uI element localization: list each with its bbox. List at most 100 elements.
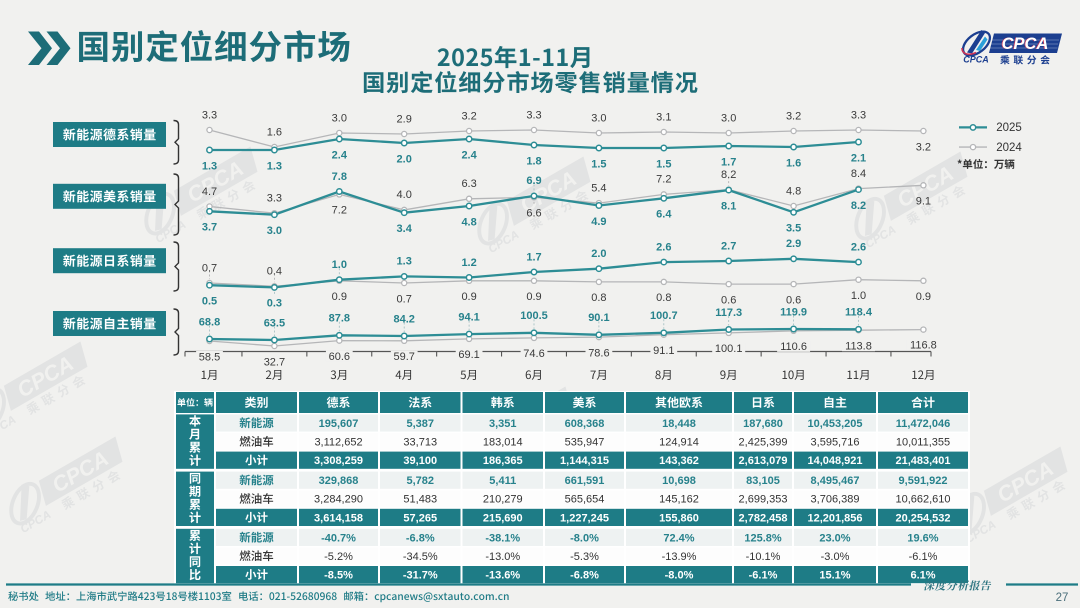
svg-text:7.2: 7.2 xyxy=(332,205,347,217)
svg-text:8,495,467: 8,495,467 xyxy=(811,475,860,487)
svg-text:3,284,290: 3,284,290 xyxy=(314,494,363,506)
svg-text:2.9: 2.9 xyxy=(397,113,412,125)
svg-text:27: 27 xyxy=(1056,592,1069,604)
svg-text:90.1: 90.1 xyxy=(588,312,609,324)
svg-text:0.9: 0.9 xyxy=(461,291,476,303)
svg-text:69.1: 69.1 xyxy=(458,349,479,361)
svg-text:118.4: 118.4 xyxy=(845,307,873,319)
svg-text:5,782: 5,782 xyxy=(406,475,434,487)
svg-text:2024: 2024 xyxy=(996,142,1022,154)
svg-text:6.9: 6.9 xyxy=(526,175,541,187)
svg-text:-6.8%: -6.8% xyxy=(406,532,435,544)
svg-text:10,011,355: 10,011,355 xyxy=(896,437,950,449)
svg-text:210,279: 210,279 xyxy=(483,494,523,506)
svg-text:83,105: 83,105 xyxy=(746,475,780,487)
svg-text:0.6: 0.6 xyxy=(786,294,801,306)
svg-text:3.2: 3.2 xyxy=(461,110,476,122)
svg-text:3.0: 3.0 xyxy=(591,112,606,124)
svg-text:9.1: 9.1 xyxy=(916,196,931,208)
svg-text:0.7: 0.7 xyxy=(202,262,217,274)
svg-text:2,613,079: 2,613,079 xyxy=(739,455,788,467)
svg-text:-6.1%: -6.1% xyxy=(909,551,938,563)
svg-text:11,472,046: 11,472,046 xyxy=(896,418,950,430)
svg-text:3,614,158: 3,614,158 xyxy=(314,512,363,524)
svg-text:125.8%: 125.8% xyxy=(744,532,782,544)
svg-text:2025: 2025 xyxy=(996,122,1022,134)
svg-text:1.8: 1.8 xyxy=(526,155,541,167)
svg-text:0.8: 0.8 xyxy=(591,292,606,304)
svg-text:0.9: 0.9 xyxy=(332,291,347,303)
svg-text:0.4: 0.4 xyxy=(267,266,282,278)
svg-text:-13.9%: -13.9% xyxy=(662,551,697,563)
svg-text:3.5: 3.5 xyxy=(786,223,801,235)
svg-text:9,591,922: 9,591,922 xyxy=(899,475,948,487)
svg-text:2,425,399: 2,425,399 xyxy=(739,437,788,449)
svg-text:6.1%: 6.1% xyxy=(910,570,935,582)
svg-text:3.2: 3.2 xyxy=(786,110,801,122)
svg-text:1.5: 1.5 xyxy=(656,158,671,170)
svg-text:3,595,716: 3,595,716 xyxy=(811,437,860,449)
svg-text:3.3: 3.3 xyxy=(267,193,282,205)
svg-text:-6.1%: -6.1% xyxy=(749,570,778,582)
svg-text:12,201,856: 12,201,856 xyxy=(807,512,862,524)
svg-text:8.1: 8.1 xyxy=(721,200,736,212)
svg-text:155,860: 155,860 xyxy=(659,512,699,524)
svg-text:0.9: 0.9 xyxy=(526,291,541,303)
svg-text:4.7: 4.7 xyxy=(202,186,217,198)
svg-text:113.8: 113.8 xyxy=(845,341,872,353)
svg-text:100.5: 100.5 xyxy=(520,310,548,322)
svg-text:51,483: 51,483 xyxy=(403,494,437,506)
svg-text:-10.1%: -10.1% xyxy=(746,551,781,563)
svg-text:4.0: 4.0 xyxy=(397,189,412,201)
svg-text:20,254,532: 20,254,532 xyxy=(895,512,950,524)
svg-text:2.9: 2.9 xyxy=(786,238,801,250)
svg-text:535,947: 535,947 xyxy=(565,437,605,449)
svg-text:565,654: 565,654 xyxy=(565,494,605,506)
svg-text:3,308,259: 3,308,259 xyxy=(314,455,363,467)
svg-text:117.3: 117.3 xyxy=(715,307,742,319)
svg-text:2,782,458: 2,782,458 xyxy=(739,512,788,524)
svg-text:10,662,610: 10,662,610 xyxy=(895,494,950,506)
svg-text:3,351: 3,351 xyxy=(489,418,517,430)
svg-text:0.6: 0.6 xyxy=(721,294,736,306)
svg-text:0.9: 0.9 xyxy=(916,291,931,303)
svg-text:-5.3%: -5.3% xyxy=(570,551,599,563)
svg-text:2.0: 2.0 xyxy=(591,248,606,260)
svg-text:1.2: 1.2 xyxy=(461,257,476,269)
svg-text:1,227,245: 1,227,245 xyxy=(560,512,609,524)
svg-text:3.2: 3.2 xyxy=(916,141,931,153)
svg-text:68.8: 68.8 xyxy=(199,316,220,328)
svg-text:3.3: 3.3 xyxy=(202,109,217,121)
svg-text:4.9: 4.9 xyxy=(591,216,606,228)
svg-text:-13.6%: -13.6% xyxy=(485,570,520,582)
svg-text:15.1%: 15.1% xyxy=(819,570,850,582)
svg-text:-6.8%: -6.8% xyxy=(570,570,599,582)
svg-text:14,048,921: 14,048,921 xyxy=(807,455,862,467)
svg-text:1,144,315: 1,144,315 xyxy=(560,455,609,467)
svg-text:3,706,389: 3,706,389 xyxy=(811,494,860,506)
svg-text:-40.7%: -40.7% xyxy=(321,532,356,544)
svg-text:100.1: 100.1 xyxy=(715,343,743,355)
svg-text:6.3: 6.3 xyxy=(461,178,476,190)
svg-text:1.3: 1.3 xyxy=(397,256,412,268)
svg-text:CPCA: CPCA xyxy=(1001,35,1048,53)
svg-text:3.3: 3.3 xyxy=(526,109,541,121)
svg-text:59.7: 59.7 xyxy=(393,351,414,363)
svg-text:-8.0%: -8.0% xyxy=(665,570,694,582)
svg-text:110.6: 110.6 xyxy=(780,341,807,353)
svg-text:94.1: 94.1 xyxy=(458,311,479,323)
svg-text:2.0: 2.0 xyxy=(397,153,412,165)
svg-text:57,265: 57,265 xyxy=(403,512,437,524)
svg-text:3.0: 3.0 xyxy=(267,225,282,237)
svg-text:8.2: 8.2 xyxy=(721,169,736,181)
svg-text:116.8: 116.8 xyxy=(910,339,937,351)
svg-text:1.7: 1.7 xyxy=(526,251,541,263)
svg-text:1.7: 1.7 xyxy=(721,156,736,168)
svg-text:-3.0%: -3.0% xyxy=(821,551,850,563)
svg-text:1.5: 1.5 xyxy=(591,158,606,170)
svg-text:39,100: 39,100 xyxy=(403,455,437,467)
svg-text:187,680: 187,680 xyxy=(743,418,783,430)
svg-text:5,387: 5,387 xyxy=(406,418,434,430)
svg-text:1.3: 1.3 xyxy=(202,160,217,172)
svg-text:1.0: 1.0 xyxy=(332,259,347,271)
